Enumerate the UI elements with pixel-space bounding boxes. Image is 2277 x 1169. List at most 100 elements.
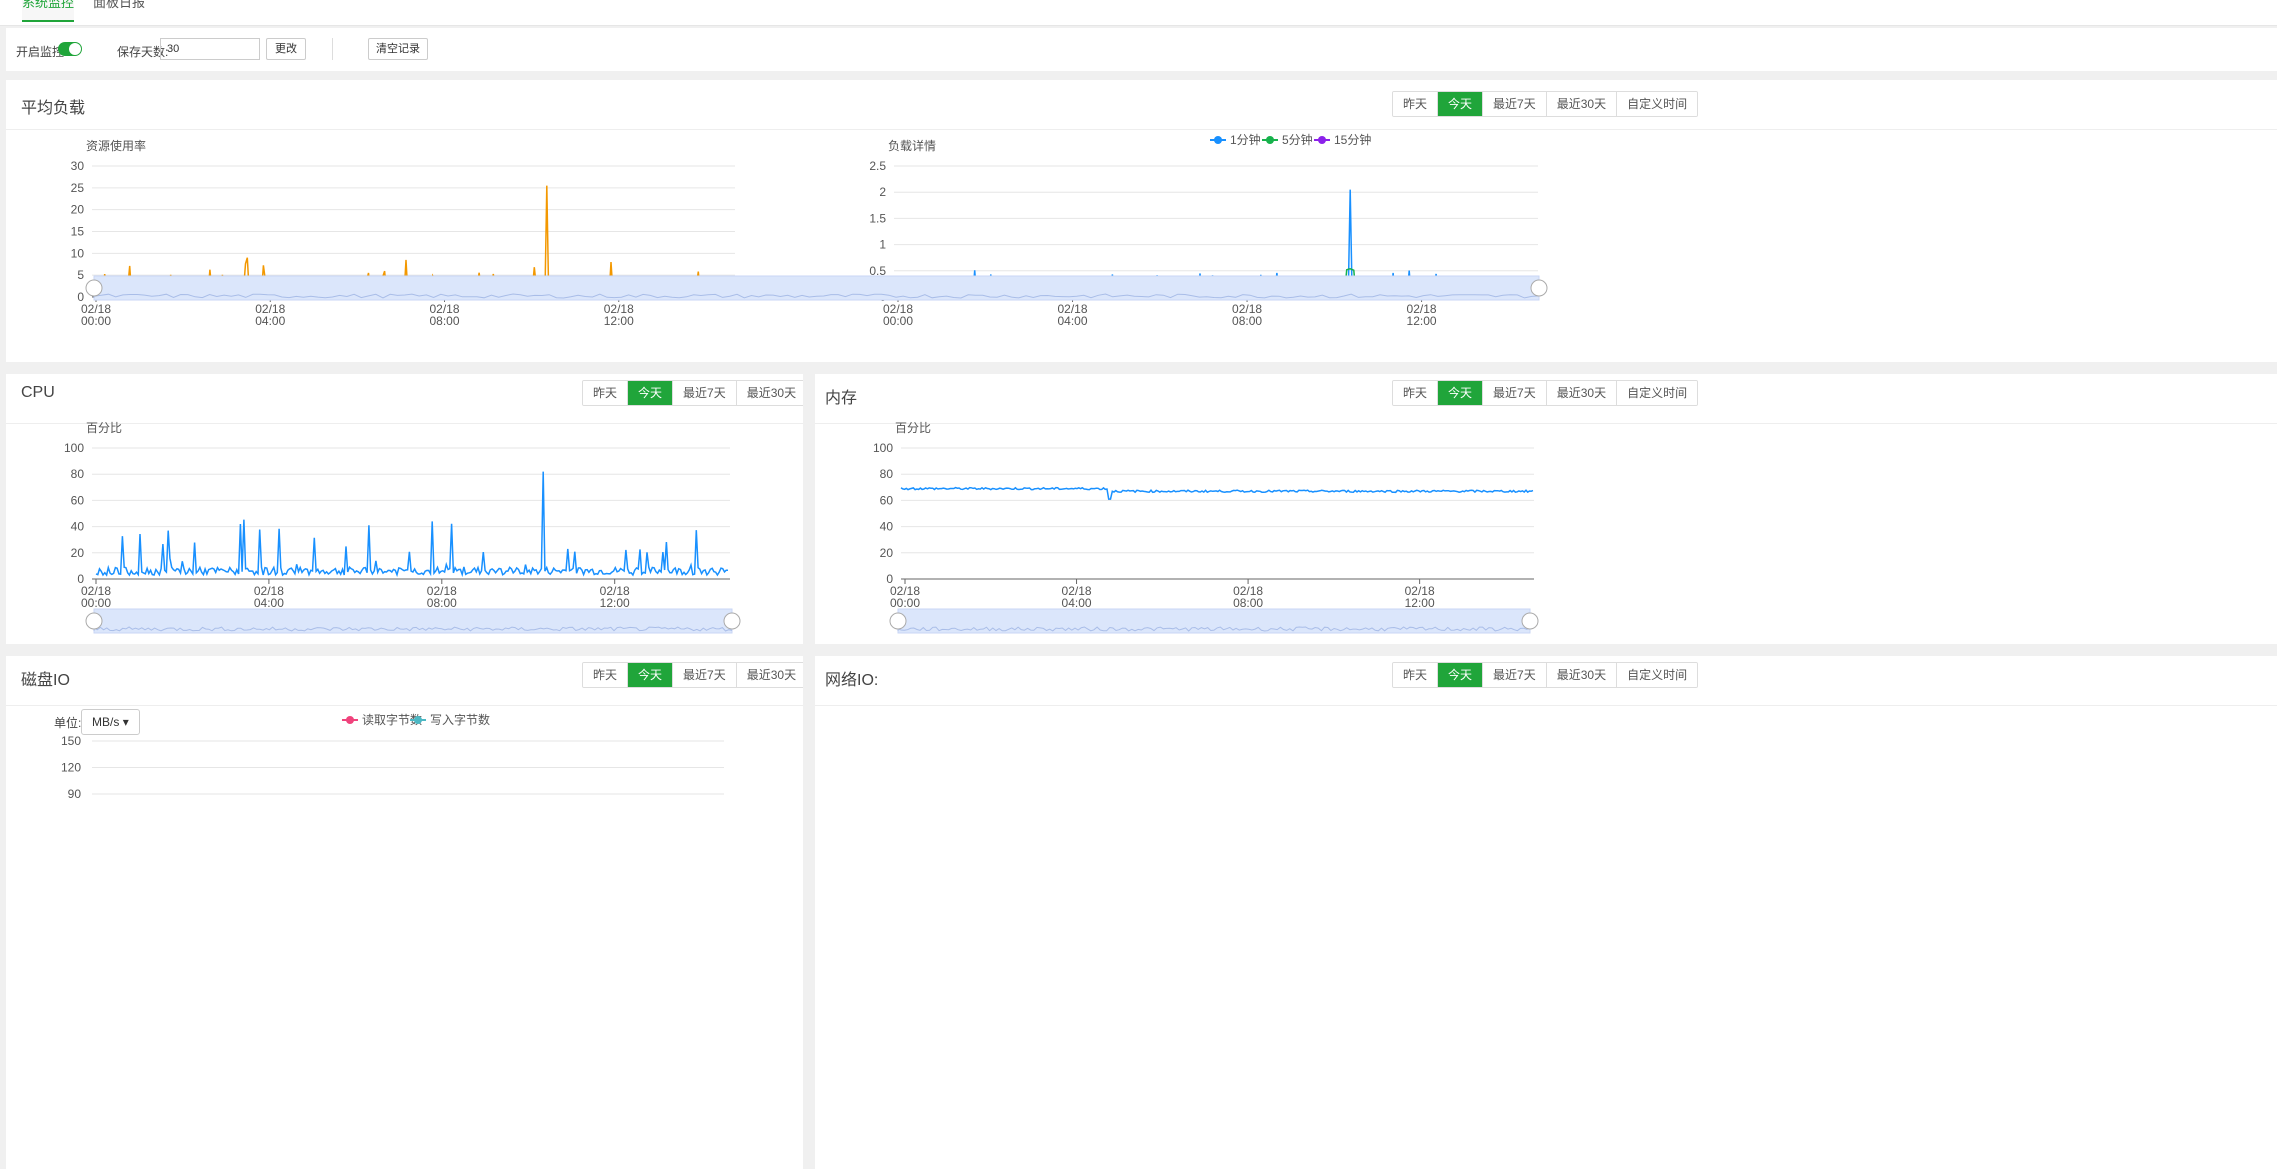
range-button-1[interactable]: 今天 [1438, 92, 1484, 116]
range-button-3[interactable]: 最近30天 [1546, 92, 1618, 116]
x-tick-label: 02/18 [1233, 584, 1263, 598]
y-tick-label: 20 [71, 546, 85, 560]
panel-title: 平均负载 [21, 100, 86, 117]
network-io-panel: 网络IO: 昨天 今天 最近7天 最近30天 自定义时间 [815, 656, 2277, 1169]
y-tick-label: 0 [77, 572, 84, 586]
legend-marker [1266, 136, 1274, 144]
x-tick-label: 00:00 [81, 314, 111, 328]
y-tick-label: 0 [886, 572, 893, 586]
range-button-3[interactable]: 最近30天 [736, 663, 803, 687]
x-tick-label: 02/18 [1407, 302, 1437, 316]
range-button-4[interactable]: 自定义时间 [1617, 663, 1698, 687]
disk-io-chart: 150 120 90 读取字节数 写入字节数 [61, 712, 724, 801]
x-tick-label: 04:00 [254, 596, 284, 610]
x-tick-label: 08:00 [429, 314, 459, 328]
range-button-group: 昨天今天最近7天最近30天自定义时间 [1392, 662, 1699, 688]
unit-label: 单位: [54, 716, 82, 730]
panel-title: 磁盘IO [21, 672, 70, 689]
x-tick-label: 12:00 [600, 596, 630, 610]
range-button-3[interactable]: 最近30天 [1546, 381, 1618, 405]
y-tick-label: 25 [71, 181, 85, 195]
legend-label: 1分钟 [1230, 132, 1261, 147]
series-line-memory [900, 486, 1534, 500]
range-button-2[interactable]: 最近7天 [673, 663, 737, 687]
y-tick-label: 20 [71, 203, 85, 217]
range-button-0[interactable]: 昨天 [583, 663, 629, 687]
range-button-0[interactable]: 昨天 [1393, 663, 1439, 687]
x-tick-label: 08:00 [427, 596, 457, 610]
x-tick-label: 02/18 [254, 584, 284, 598]
y-tick-label: 30 [71, 159, 85, 173]
range-button-4[interactable]: 自定义时间 [1617, 381, 1698, 405]
cpu-chart: 020406080100百分比02/1800:0002/1804:0002/18… [64, 421, 741, 634]
x-tick-label: 12:00 [1405, 596, 1435, 610]
y-tick-label: 0.5 [869, 264, 886, 278]
range-button-2[interactable]: 最近7天 [1483, 663, 1547, 687]
zoom-slider [897, 608, 1531, 634]
range-button-3[interactable]: 最近30天 [736, 381, 803, 405]
range-button-0[interactable]: 昨天 [583, 381, 629, 405]
legend-marker [1318, 136, 1326, 144]
x-tick-label: 04:00 [255, 314, 285, 328]
legend-marker [414, 716, 422, 724]
y-tick-label: 0 [77, 290, 84, 304]
divider [332, 38, 333, 60]
range-button-2[interactable]: 最近7天 [673, 381, 737, 405]
x-tick-label: 00:00 [883, 314, 913, 328]
legend-label: 写入字节数 [430, 712, 490, 727]
x-tick-label: 02/18 [1062, 584, 1092, 598]
range-button-1[interactable]: 今天 [628, 663, 674, 687]
retention-days-input[interactable]: 30 [160, 38, 260, 60]
panel-title: CPU [21, 384, 55, 401]
slider-handle-right [1530, 279, 1548, 297]
y-tick-label: 20 [880, 546, 894, 560]
x-tick-label: 02/18 [1232, 302, 1262, 316]
axis-title: 资源使用率 [86, 138, 146, 153]
y-tick-label: 10 [71, 246, 85, 260]
series-line-cpu [95, 471, 728, 578]
tab-panel-daily[interactable]: 面板日报 [93, 0, 146, 10]
monitor-toggle[interactable] [58, 42, 82, 56]
x-tick-label: 02/18 [429, 302, 459, 316]
slider-handle-left [85, 612, 103, 630]
range-button-1[interactable]: 今天 [1438, 663, 1484, 687]
x-tick-label: 02/18 [1058, 302, 1088, 316]
y-tick-label: 80 [880, 467, 894, 481]
x-tick-label: 08:00 [1233, 596, 1263, 610]
range-button-2[interactable]: 最近7天 [1483, 92, 1547, 116]
x-tick-label: 02/18 [427, 584, 457, 598]
range-button-1[interactable]: 今天 [1438, 381, 1484, 405]
x-tick-label: 12:00 [1407, 314, 1437, 328]
memory-panel: 内存 昨天 今天 最近7天 最近30天 自定义时间 0 20 40 60 80 100 百分比 02/… [815, 374, 2277, 644]
top-tabbar: 系统监控 面板日报 [0, 0, 2277, 26]
x-tick-label: 00:00 [890, 596, 920, 610]
unit-select[interactable]: MB/s ▾ [81, 709, 140, 735]
slider-handle-right [1521, 612, 1539, 630]
change-button[interactable]: 更改 [266, 38, 306, 60]
range-button-0[interactable]: 昨天 [1393, 381, 1439, 405]
zoom-slider-preview [93, 293, 1540, 299]
range-button-3[interactable]: 最近30天 [1546, 663, 1618, 687]
x-tick-label: 04:00 [1058, 314, 1088, 328]
monitor-toolbar: 开启监控 保存天数: 30 更改 清空记录 [6, 28, 2277, 71]
y-tick-label: 90 [68, 787, 82, 801]
tab-system-monitor[interactable]: 系统监控 [22, 0, 74, 22]
monitor-switch-label: 开启监控 [16, 45, 65, 59]
x-tick-label: 02/18 [81, 302, 111, 316]
x-tick-label: 08:00 [1232, 314, 1262, 328]
legend-label: 5分钟 [1282, 132, 1313, 147]
range-button-0[interactable]: 昨天 [1393, 92, 1439, 116]
range-button-4[interactable]: 自定义时间 [1617, 92, 1698, 116]
retention-days-label: 保存天数: [117, 45, 169, 59]
x-tick-label: 02/18 [600, 584, 630, 598]
clear-records-button[interactable]: 清空记录 [368, 38, 428, 60]
panel-title: 内存 [825, 390, 858, 407]
range-button-1[interactable]: 今天 [628, 381, 674, 405]
panel-title: 网络IO: [825, 672, 879, 689]
y-tick-label: 1 [879, 238, 886, 252]
range-button-2[interactable]: 最近7天 [1483, 381, 1547, 405]
legend-marker [346, 716, 354, 724]
y-tick-label: 100 [64, 441, 84, 455]
